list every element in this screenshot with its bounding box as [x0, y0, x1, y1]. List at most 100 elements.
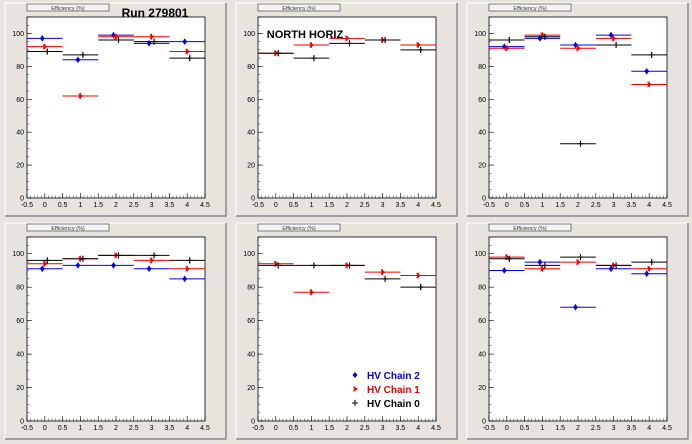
x-tick-label: 2.5 — [591, 202, 601, 209]
x-tick-label: 0.5 — [289, 202, 299, 209]
data-point — [42, 260, 48, 267]
x-tick-label: 3.5 — [396, 425, 406, 432]
y-tick-label: 20 — [478, 385, 486, 392]
panel-bevel — [236, 3, 458, 217]
x-tick-label: 0 — [43, 425, 47, 432]
y-tick-label: 100 — [12, 251, 24, 258]
series-hv-chain-0 — [27, 252, 205, 264]
x-tick-label: 3 — [612, 425, 616, 432]
legend-marker — [353, 386, 358, 392]
x-tick-label: 1.5 — [93, 202, 103, 209]
panel-bevel — [5, 223, 227, 440]
data-point — [44, 48, 51, 55]
data-point — [345, 35, 350, 42]
series-hv-chain-0 — [27, 37, 205, 62]
data-point — [573, 304, 579, 311]
x-tick-label: 0.5 — [58, 202, 68, 209]
data-point — [182, 275, 188, 282]
data-point — [540, 265, 546, 272]
data-point — [111, 262, 117, 269]
plot-frame — [488, 236, 668, 422]
data-point — [151, 252, 158, 259]
data-point — [647, 265, 653, 272]
data-point — [151, 38, 158, 45]
x-tick-label: 3.5 — [627, 202, 637, 209]
data-point — [506, 37, 513, 44]
y-tick-label: 60 — [478, 318, 486, 325]
panel-bevel — [467, 223, 689, 440]
data-point — [39, 35, 45, 42]
y-tick-label: 100 — [243, 251, 255, 258]
x-tick-label: -0.5 — [252, 202, 264, 209]
y-tick-label: 0 — [251, 419, 255, 426]
chart-panel-2: Efficiency (%)-0.5 0 0.5 1 1.5 2 2.5 3 3.5 4 4.502… — [235, 2, 458, 217]
series-hv-chain-0 — [489, 33, 667, 147]
data-point — [79, 255, 86, 262]
x-tick-label: -0.5 — [21, 425, 33, 432]
data-point — [309, 41, 315, 48]
series-hv-chain-1 — [489, 254, 667, 272]
x-tick-label: 3 — [150, 425, 154, 432]
data-point — [506, 255, 513, 262]
y-tick-label: 60 — [16, 97, 24, 104]
x-tick-label: 3.5 — [165, 425, 175, 432]
x-tick-label: 4 — [416, 425, 420, 432]
data-point — [647, 81, 653, 88]
x-tick-label: 0.5 — [58, 425, 68, 432]
x-tick-label: 0 — [274, 202, 278, 209]
y-tick-label: 80 — [16, 285, 24, 292]
x-tick-label: 1 — [540, 202, 544, 209]
x-tick-label: 1 — [78, 425, 82, 432]
data-point — [75, 262, 81, 269]
data-point — [382, 37, 389, 44]
x-tick-label: -0.5 — [21, 202, 33, 209]
y-tick-label: 40 — [247, 352, 255, 359]
panel-title: Efficiency (%) — [513, 226, 547, 232]
y-tick-label: 0 — [20, 196, 24, 203]
data-point — [417, 284, 424, 291]
data-point — [416, 272, 422, 279]
x-tick-label: 2.5 — [591, 425, 601, 432]
y-tick-label: 0 — [20, 419, 24, 426]
x-tick-label: 0 — [505, 202, 509, 209]
series-hv-chain-1 — [27, 33, 205, 99]
data-point — [611, 35, 617, 42]
series-hv-chain-2 — [27, 262, 205, 282]
data-point — [380, 269, 386, 276]
y-tick-label: 0 — [251, 196, 255, 203]
x-tick-label: 2.5 — [360, 202, 370, 209]
y-tick-label: 60 — [478, 97, 486, 104]
series-hv-chain-0 — [258, 37, 436, 62]
data-point — [186, 55, 193, 62]
legend-label: HV Chain 1 — [367, 385, 420, 396]
data-point — [185, 265, 191, 272]
x-tick-label: 4.5 — [662, 425, 672, 432]
panel-title: Efficiency (%) — [282, 226, 316, 232]
x-tick-label: 4 — [416, 202, 420, 209]
x-tick-label: 4 — [185, 202, 189, 209]
data-point — [346, 262, 353, 269]
x-tick-label: 2 — [576, 202, 580, 209]
y-tick-label: 20 — [478, 163, 486, 170]
panel-title: Efficiency (%) — [51, 6, 85, 12]
legend-marker — [352, 372, 358, 378]
y-tick-label: 60 — [247, 318, 255, 325]
panel-title: Efficiency (%) — [513, 6, 547, 12]
panel-title: Efficiency (%) — [51, 226, 85, 232]
x-tick-label: 1.5 — [555, 202, 565, 209]
x-tick-label: 2.5 — [360, 425, 370, 432]
x-tick-label: 0 — [274, 425, 278, 432]
legend-item-hv-chain-1: HV Chain 1 — [353, 385, 420, 396]
data-point — [613, 262, 620, 269]
x-tick-label: 2 — [114, 202, 118, 209]
y-tick-label: 40 — [478, 130, 486, 137]
data-point — [576, 259, 581, 266]
legend-item-hv-chain-0: HV Chain 0 — [352, 399, 420, 410]
y-tick-label: 100 — [474, 251, 486, 258]
x-tick-label: 4.5 — [200, 425, 210, 432]
y-tick-label: 60 — [16, 318, 24, 325]
y-tick-label: 0 — [482, 196, 486, 203]
data-point — [310, 262, 317, 269]
plot-frame — [257, 16, 437, 199]
x-tick-label: 0.5 — [520, 202, 530, 209]
